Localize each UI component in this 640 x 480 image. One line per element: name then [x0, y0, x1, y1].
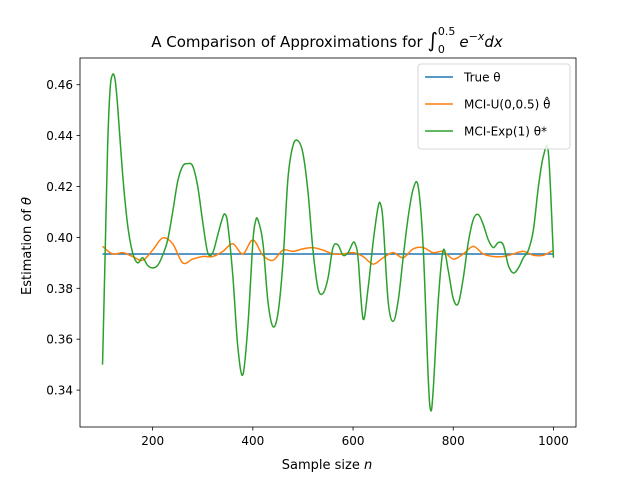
y-axis-label-text: Estimation of	[20, 205, 35, 295]
title-suffix: dx	[484, 33, 503, 51]
axes-frame	[79, 57, 577, 428]
x-tick-label: 1000	[538, 434, 569, 448]
x-tick-label: 400	[241, 434, 264, 448]
series-group	[101, 73, 555, 412]
title-integral-upper: 0.5	[438, 25, 456, 38]
x-tick-label: 800	[442, 434, 465, 448]
legend-box	[417, 63, 571, 150]
y-tick-label: 0.44	[46, 129, 73, 143]
x-tick-label: 200	[141, 434, 164, 448]
y-axis-label: Estimation of θ	[20, 197, 35, 295]
x-tick-label: 600	[342, 434, 365, 448]
series-line-2	[101, 73, 555, 412]
y-tick-label: 0.38	[46, 282, 73, 296]
series-line-1	[102, 236, 554, 265]
legend-label-1: MCI-U(0,0.5) θ̂	[464, 95, 550, 111]
plot-area: 200 400 600 800 1000 0.34 0.36 0.38 0.40 0.42 0.44…	[46, 57, 577, 448]
legend-label-2: MCI-Exp(1) θ*	[464, 125, 547, 139]
x-axis-label-text: Sample size	[282, 458, 364, 473]
title-exponent: −x	[469, 30, 485, 43]
title-body: e	[459, 33, 468, 51]
y-tick-label: 0.34	[46, 384, 73, 398]
y-tick-label: 0.42	[46, 180, 73, 194]
x-axis-label-var: n	[364, 458, 372, 473]
y-tick-label: 0.40	[46, 231, 73, 245]
legend-label-0: True θ	[463, 71, 501, 85]
legend: True θ MCI-U(0,0.5) θ̂ MCI-Exp(1) θ*	[417, 63, 571, 150]
y-tick-label: 0.46	[46, 78, 73, 92]
chart-title: A Comparison of Approximations for ∫0 0.5…	[151, 25, 503, 56]
title-integral-lower: 0	[438, 43, 445, 56]
y-tick-label: 0.36	[46, 333, 73, 347]
title-integral-sign: ∫	[427, 28, 437, 52]
x-axis-label: Sample size n	[282, 458, 372, 473]
y-axis-label-var: θ	[20, 197, 35, 205]
title-prefix: A Comparison of Approximations for	[151, 33, 427, 51]
